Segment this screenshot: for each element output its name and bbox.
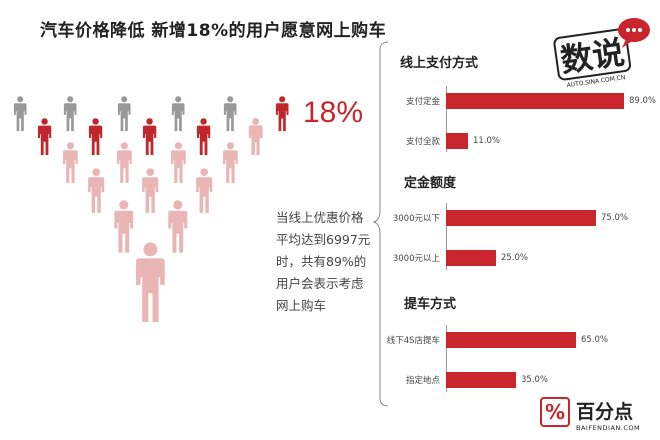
page-title: 汽车价格降低 新增18%的用户愿意网上购车 xyxy=(40,21,387,41)
bar-value-label: 35.0% xyxy=(521,375,549,385)
bar-value-label: 89.0% xyxy=(629,96,657,106)
section-title-pickup: 提车方式 xyxy=(404,297,457,312)
person-icon xyxy=(171,96,185,132)
bar-value-label: 75.0% xyxy=(601,213,629,223)
person-icon xyxy=(62,142,79,184)
section-bracket xyxy=(372,40,392,410)
bar-value-label: 11.0% xyxy=(473,136,501,146)
person-icon xyxy=(116,142,133,184)
bar-value-label: 25.0% xyxy=(501,253,529,263)
person-icon xyxy=(223,96,237,132)
chart-axis xyxy=(446,203,447,270)
bar xyxy=(446,133,468,149)
bar xyxy=(446,332,576,348)
speech-bubble-icon xyxy=(618,18,650,48)
bar xyxy=(446,210,596,226)
person-icon xyxy=(141,168,159,214)
chart-axis xyxy=(446,325,447,392)
person-icon xyxy=(87,168,105,214)
chart-axis xyxy=(446,86,447,152)
bar-category-label: 线下4S店提车 xyxy=(386,336,440,346)
person-icon xyxy=(37,118,52,156)
person-icon xyxy=(142,118,157,156)
bar-value-label: 65.0% xyxy=(581,335,609,345)
section-title-payment: 线上支付方式 xyxy=(400,56,479,71)
person-icon xyxy=(13,96,27,132)
person-icon xyxy=(134,242,167,324)
baifendian-brand: % 百分点 BAIFENDIAN.COM xyxy=(540,397,656,437)
bar-category-label: 支付定金 xyxy=(405,97,440,107)
person-icon xyxy=(248,118,263,156)
bar xyxy=(446,250,496,266)
bar xyxy=(446,93,624,109)
person-icon xyxy=(113,200,135,254)
bar-category-label: 3000元以上 xyxy=(392,254,440,264)
person-icon xyxy=(196,118,211,156)
shushuo-logo: 数说 AUTO.SINA.COM.CN xyxy=(548,10,656,94)
person-icon xyxy=(88,118,103,156)
person-icon xyxy=(275,96,289,132)
bar xyxy=(446,372,516,388)
bar-category-label: 指定地点 xyxy=(405,376,440,386)
brand-name: 百分点 xyxy=(576,401,634,423)
person-icon xyxy=(167,200,189,254)
description-text: 当线上优惠价格平均达到6997元时，共有89%的用户会表示考虑网上购车 xyxy=(276,210,371,313)
section-title-deposit: 定金额度 xyxy=(404,176,457,191)
bar-category-label: 3000元以下 xyxy=(392,214,440,224)
person-icon xyxy=(195,168,213,214)
percent-icon: % xyxy=(540,397,570,427)
person-icon xyxy=(170,142,187,184)
logo-text: 数说 xyxy=(558,33,627,80)
person-icon xyxy=(117,96,131,132)
person-icon xyxy=(63,96,77,132)
person-icon xyxy=(222,142,239,184)
bar-category-label: 支付全款 xyxy=(405,137,440,147)
people-icons xyxy=(0,90,300,440)
highlight-percent: 18% xyxy=(303,96,364,129)
brand-url: BAIFENDIAN.COM xyxy=(576,424,641,432)
